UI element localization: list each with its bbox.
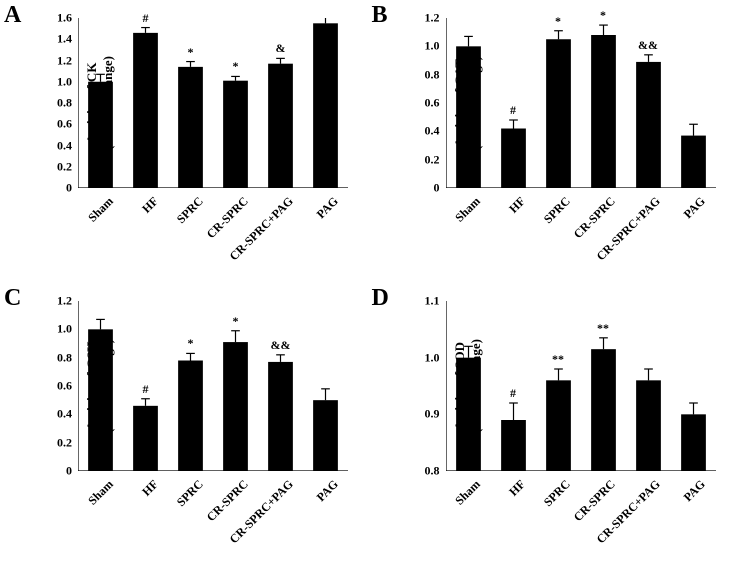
panel-A-sig-4: & (276, 41, 286, 56)
panel-B-ytick-3: 0.6 (425, 96, 446, 111)
panel-B-ytick-0: 0 (434, 181, 446, 196)
panel-C-ytick-1: 0.2 (57, 435, 78, 450)
panel-D-xtick-1: HF (506, 477, 528, 499)
panel-D-ytick-0: 0.8 (425, 464, 446, 479)
panel-D-ytick-2: 1.0 (425, 350, 446, 365)
panel-A-sig-1: # (143, 11, 149, 26)
panel-C-ytick-0: 0 (66, 464, 78, 479)
panel-B-xtick-1: HF (506, 194, 528, 216)
panel-A-ytick-5: 1.0 (57, 74, 78, 89)
panel-A-xtick-2: SPRC (173, 194, 206, 227)
panel-B-ytick-1: 0.2 (425, 152, 446, 167)
panel-D-letter: D (372, 285, 389, 312)
figure-grid: A Activity of CK (Fold of Change) 00.20.… (0, 0, 735, 566)
panel-D-svg (446, 301, 716, 471)
panel-B-xtick-2: SPRC (541, 194, 574, 227)
panel-B-chart: Activity of CAT (Fold of Change) 00.20.4… (446, 18, 716, 188)
panel-B-sig-4: && (638, 38, 658, 53)
panel-A-ytick-7: 1.4 (57, 32, 78, 47)
panel-C-xtick-2: SPRC (173, 477, 206, 510)
panel-C-sig-1: # (143, 382, 149, 397)
panel-A-svg (78, 18, 348, 188)
panel-C-chart: Activity of GSH (Fold of Change) 00.20.4… (78, 301, 348, 471)
panel-C-ytick-5: 1.0 (57, 322, 78, 337)
panel-C-ytick-2: 0.4 (57, 407, 78, 422)
panel-A-sig-2: * (188, 45, 194, 60)
panel-A-ytick-6: 1.2 (57, 53, 78, 68)
panel-A-ytick-2: 0.4 (57, 138, 78, 153)
panel-A: A Activity of CK (Fold of Change) 00.20.… (0, 0, 368, 283)
panel-C-xtick-1: HF (139, 477, 161, 499)
panel-A-xtick-0: Sham (85, 194, 116, 225)
panel-D: D Activity of SOD (Fold of Change) 0.80.… (368, 283, 735, 566)
panel-B-xtick-5: PAG (681, 194, 709, 222)
panel-B-sig-2: * (555, 14, 561, 29)
panel-C-sig-2: * (188, 336, 194, 351)
panel-C-svg (78, 301, 348, 471)
panel-B-ytick-5: 1.0 (425, 39, 446, 54)
panel-B-letter: B (372, 2, 388, 29)
panel-A-sig-3: * (233, 59, 239, 74)
panel-D-ytick-3: 1.1 (425, 294, 446, 309)
panel-A-ytick-1: 0.2 (57, 159, 78, 174)
panel-A-ytick-4: 0.8 (57, 96, 78, 111)
panel-A-xtick-5: PAG (313, 194, 341, 222)
panel-B-svg (446, 18, 716, 188)
panel-D-xtick-2: SPRC (541, 477, 574, 510)
panel-C-sig-3: * (233, 314, 239, 329)
panel-C-ytick-4: 0.8 (57, 350, 78, 365)
panel-D-sig-1: # (510, 386, 516, 401)
panel-A-ytick-3: 0.6 (57, 117, 78, 132)
panel-B-ytick-6: 1.2 (425, 11, 446, 26)
panel-D-xtick-0: Sham (452, 477, 483, 508)
panel-D-sig-3: ** (597, 321, 609, 336)
panel-C-letter: C (4, 285, 21, 312)
panel-C-sig-4: && (271, 338, 291, 353)
panel-B-xtick-0: Sham (452, 194, 483, 225)
panel-D-sig-2: ** (552, 352, 564, 367)
panel-C-xtick-5: PAG (313, 477, 341, 505)
panel-C-ytick-3: 0.6 (57, 379, 78, 394)
panel-D-xtick-5: PAG (681, 477, 709, 505)
panel-A-ytick-8: 1.6 (57, 11, 78, 26)
panel-C: C Activity of GSH (Fold of Change) 00.20… (0, 283, 368, 566)
panel-B-sig-1: # (510, 103, 516, 118)
panel-A-xtick-1: HF (139, 194, 161, 216)
panel-A-letter: A (4, 2, 21, 29)
panel-B-sig-3: * (600, 8, 606, 23)
panel-A-chart: Activity of CK (Fold of Change) 00.20.40… (78, 18, 348, 188)
panel-B-ytick-4: 0.8 (425, 67, 446, 82)
panel-C-ytick-6: 1.2 (57, 294, 78, 309)
panel-A-ytick-0: 0 (66, 181, 78, 196)
panel-D-chart: Activity of SOD (Fold of Change) 0.80.91… (446, 301, 716, 471)
panel-D-ytick-1: 0.9 (425, 407, 446, 422)
panel-B: B Activity of CAT (Fold of Change) 00.20… (368, 0, 735, 283)
panel-B-ytick-2: 0.4 (425, 124, 446, 139)
panel-C-xtick-0: Sham (85, 477, 116, 508)
